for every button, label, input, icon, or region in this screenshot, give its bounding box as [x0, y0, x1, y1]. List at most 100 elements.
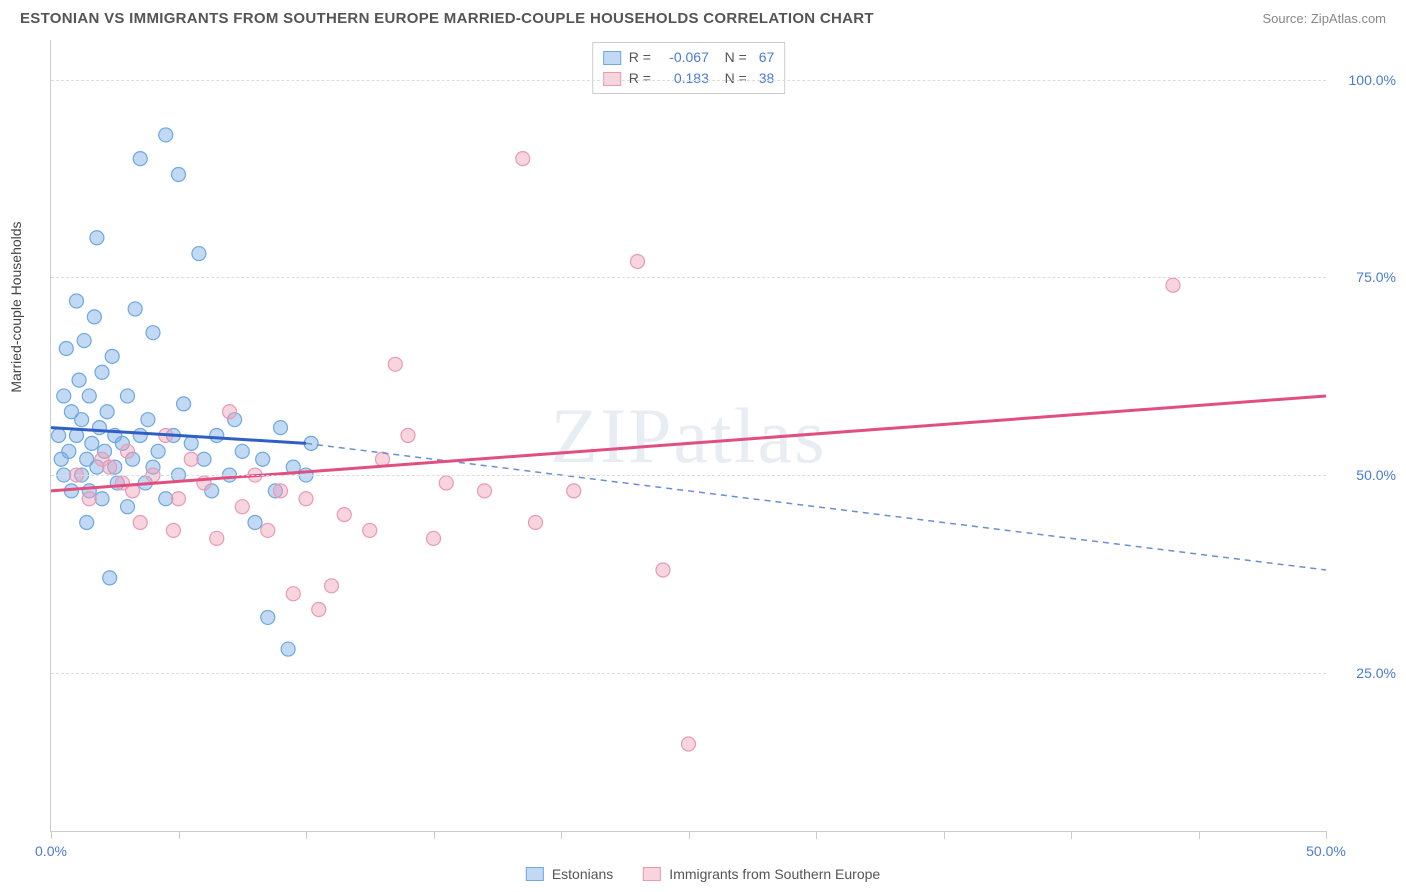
xtick — [306, 831, 307, 839]
legend-r-label: R = — [629, 47, 651, 68]
legend-row: R = 0.183 N = 38 — [603, 68, 775, 89]
scatter-point — [286, 587, 300, 601]
scatter-point — [128, 302, 142, 316]
scatter-point — [325, 579, 339, 593]
scatter-point — [121, 500, 135, 514]
legend-row: R =-0.067 N = 67 — [603, 47, 775, 68]
legend-r-value: 0.183 — [659, 68, 709, 89]
ytick-label: 100.0% — [1336, 72, 1396, 88]
legend-r-value: -0.067 — [659, 47, 709, 68]
scatter-point — [274, 484, 288, 498]
legend-r-label: R = — [629, 68, 651, 89]
plot-svg — [51, 40, 1326, 831]
scatter-point — [159, 128, 173, 142]
scatter-point — [133, 152, 147, 166]
trend-line-dashed — [306, 443, 1326, 570]
scatter-point — [427, 531, 441, 545]
xtick-label: 50.0% — [1306, 843, 1346, 859]
bottom-legend-item: Estonians — [526, 866, 613, 882]
gridline — [51, 673, 1326, 674]
scatter-point — [184, 452, 198, 466]
legend-n-label: N = — [717, 68, 747, 89]
xtick — [1199, 831, 1200, 839]
scatter-point — [90, 231, 104, 245]
gridline — [51, 475, 1326, 476]
scatter-point — [121, 389, 135, 403]
scatter-point — [133, 429, 147, 443]
bottom-legend-item: Immigrants from Southern Europe — [643, 866, 880, 882]
xtick — [689, 831, 690, 839]
legend-swatch — [526, 867, 544, 881]
scatter-point — [146, 326, 160, 340]
scatter-point — [192, 247, 206, 261]
scatter-point — [70, 294, 84, 308]
bottom-legend-label: Estonians — [552, 866, 613, 882]
scatter-point — [197, 452, 211, 466]
y-axis-label: Married-couple Households — [8, 221, 24, 392]
scatter-point — [62, 444, 76, 458]
scatter-point — [299, 492, 313, 506]
scatter-point — [256, 452, 270, 466]
scatter-point — [516, 152, 530, 166]
scatter-point — [312, 603, 326, 617]
scatter-point — [80, 516, 94, 530]
scatter-point — [235, 500, 249, 514]
scatter-point — [72, 373, 86, 387]
scatter-point — [159, 492, 173, 506]
scatter-point — [261, 610, 275, 624]
legend-n-value: 38 — [755, 68, 774, 89]
gridline — [51, 80, 1326, 81]
xtick — [179, 831, 180, 839]
scatter-point — [363, 523, 377, 537]
scatter-point — [100, 405, 114, 419]
scatter-point — [87, 310, 101, 324]
scatter-point — [210, 531, 224, 545]
legend-swatch — [643, 867, 661, 881]
scatter-point — [95, 492, 109, 506]
scatter-point — [59, 341, 73, 355]
ytick-label: 25.0% — [1336, 665, 1396, 681]
scatter-point — [141, 413, 155, 427]
legend-swatch — [603, 51, 621, 65]
scatter-point — [388, 357, 402, 371]
scatter-point — [235, 444, 249, 458]
xtick — [1326, 831, 1327, 839]
scatter-point — [1166, 278, 1180, 292]
scatter-point — [274, 421, 288, 435]
scatter-point — [92, 421, 106, 435]
xtick — [51, 831, 52, 839]
scatter-point — [57, 389, 71, 403]
scatter-point — [133, 516, 147, 530]
ytick-label: 75.0% — [1336, 269, 1396, 285]
scatter-point — [85, 436, 99, 450]
scatter-point — [121, 444, 135, 458]
scatter-point — [52, 429, 66, 443]
scatter-point — [103, 571, 117, 585]
scatter-point — [567, 484, 581, 498]
source-label: Source: ZipAtlas.com — [1262, 11, 1386, 26]
xtick — [434, 831, 435, 839]
scatter-point — [172, 492, 186, 506]
xtick — [816, 831, 817, 839]
scatter-point — [166, 523, 180, 537]
xtick-label: 0.0% — [35, 843, 67, 859]
scatter-point — [184, 436, 198, 450]
xtick — [1071, 831, 1072, 839]
scatter-point — [105, 349, 119, 363]
scatter-point — [376, 452, 390, 466]
scatter-point — [172, 167, 186, 181]
chart-area: Married-couple Households ZIPatlas R =-0… — [50, 40, 1326, 832]
bottom-legend-label: Immigrants from Southern Europe — [669, 866, 880, 882]
scatter-point — [248, 516, 262, 530]
scatter-point — [401, 429, 415, 443]
scatter-point — [75, 413, 89, 427]
xtick — [944, 831, 945, 839]
scatter-point — [82, 389, 96, 403]
xtick — [561, 831, 562, 839]
scatter-point — [151, 444, 165, 458]
scatter-point — [631, 254, 645, 268]
scatter-point — [103, 460, 117, 474]
scatter-point — [682, 737, 696, 751]
scatter-point — [478, 484, 492, 498]
gridline — [51, 277, 1326, 278]
